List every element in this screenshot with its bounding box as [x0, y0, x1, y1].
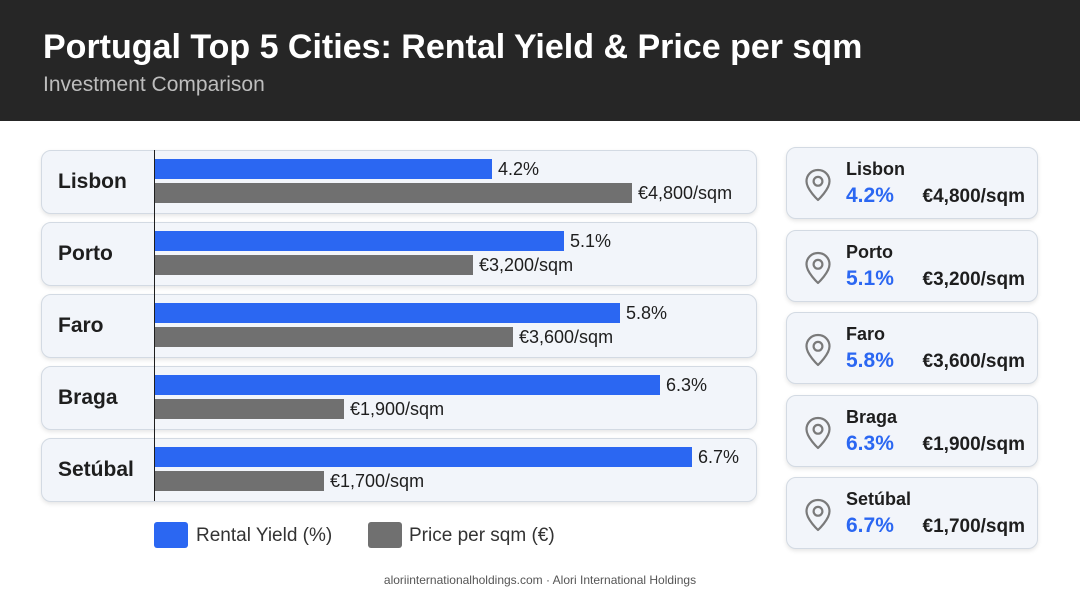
card-rental-yield: 5.1%	[846, 266, 894, 290]
map-pin-icon	[804, 416, 832, 450]
card-rental-yield: 6.7%	[846, 514, 894, 537]
city-card: Lisbon 4.2% €4,800/sqm	[786, 147, 1038, 219]
card-rental-yield: 5.8%	[846, 349, 894, 372]
price-bar	[155, 399, 344, 419]
city-card: Setúbal 6.7% €1,700/sqm	[786, 477, 1038, 549]
y-axis-line	[154, 150, 155, 501]
price-bar	[155, 255, 473, 275]
card-city-name: Porto	[846, 241, 893, 262]
legend-swatch-price	[368, 522, 402, 548]
map-pin-icon	[804, 498, 832, 532]
legend-swatch-yield	[154, 522, 188, 548]
legend-label-yield: Rental Yield (%)	[196, 525, 333, 546]
page-title: Portugal Top 5 Cities: Rental Yield & Pr…	[43, 28, 863, 66]
card-rental-yield: 6.3%	[846, 431, 894, 455]
price-data-label: €3,200/sqm	[479, 255, 574, 275]
card-city-name: Faro	[846, 324, 886, 344]
card-price-per-sqm: €3,600/sqm	[922, 351, 1025, 372]
card-city-name: Lisbon	[846, 159, 905, 179]
map-pin-icon	[804, 251, 832, 285]
price-data-label: €1,900/sqm	[350, 399, 445, 419]
yield-bar	[155, 303, 620, 323]
city-card: Porto 5.1% €3,200/sqm	[786, 229, 1038, 302]
category-label: Porto	[58, 242, 113, 265]
card-rental-yield: 4.2%	[846, 184, 894, 207]
yield-data-label: 5.1%	[570, 231, 612, 251]
category-label: Faro	[58, 314, 104, 337]
price-bar	[155, 327, 513, 347]
card-city-name: Setúbal	[846, 489, 912, 509]
yield-data-label: 6.7%	[698, 447, 740, 467]
legend-label-price: Price per sqm (€)	[409, 525, 555, 546]
card-price-per-sqm: €3,200/sqm	[922, 268, 1025, 290]
category-label: Lisbon	[58, 170, 127, 193]
city-card: Braga 6.3% €1,900/sqm	[786, 394, 1038, 467]
page-subtitle: Investment Comparison	[43, 73, 265, 96]
category-label: Setúbal	[58, 458, 134, 481]
yield-data-label: 6.3%	[666, 375, 708, 395]
price-bar	[155, 183, 632, 203]
map-pin-icon	[804, 168, 832, 202]
map-pin-icon	[804, 333, 832, 367]
price-data-label: €1,700/sqm	[330, 471, 425, 491]
yield-bar	[155, 447, 692, 467]
price-bar	[155, 471, 324, 491]
yield-data-label: 5.8%	[626, 303, 668, 323]
city-card: Faro 5.8% €3,600/sqm	[786, 312, 1038, 384]
yield-bar	[155, 231, 564, 251]
yield-data-label: 4.2%	[498, 159, 540, 179]
card-price-per-sqm: €1,900/sqm	[922, 433, 1025, 455]
yield-bar	[155, 375, 660, 395]
price-data-label: €4,800/sqm	[638, 183, 733, 203]
price-data-label: €3,600/sqm	[519, 327, 614, 347]
card-price-per-sqm: €1,700/sqm	[922, 516, 1025, 537]
yield-bar	[155, 159, 492, 179]
category-label: Braga	[58, 386, 118, 409]
header-bar: Portugal Top 5 Cities: Rental Yield & Pr…	[0, 0, 1080, 121]
card-price-per-sqm: €4,800/sqm	[922, 186, 1025, 207]
card-city-name: Braga	[846, 406, 898, 427]
footer-text: aloriinternationalholdings.com · Alori I…	[383, 573, 697, 587]
